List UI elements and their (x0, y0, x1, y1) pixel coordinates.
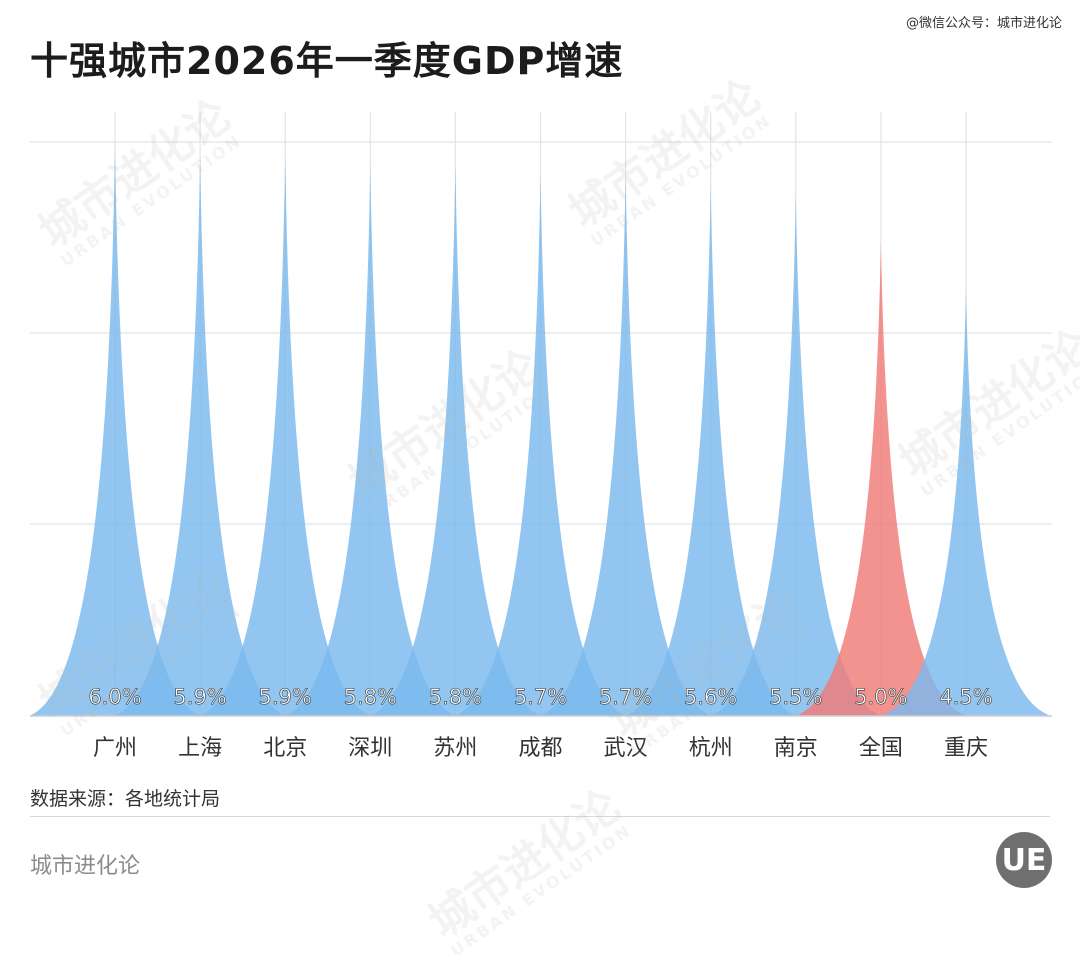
value-label: 5.6% (684, 685, 737, 709)
spike-chart: 6.0% 广州 5.9% 上海 5.9% 北京 5.8% 深圳 5.8% 苏州 5.7% 成都 5.7%… (29, 112, 1052, 761)
category-label: 南京 (774, 736, 818, 761)
value-label: 4.5% (939, 685, 992, 709)
value-label: 5.7% (599, 685, 652, 709)
value-label: 5.9% (173, 685, 226, 709)
value-label: 5.9% (259, 685, 312, 709)
brand-logo: UE (996, 832, 1052, 888)
spike-series (29, 146, 1052, 717)
spike-苏州 (369, 165, 542, 716)
value-label: 5.0% (854, 685, 907, 709)
category-label: 重庆 (944, 736, 988, 761)
spike-广州 (29, 146, 201, 716)
spike-全国 (794, 241, 967, 716)
category-label: 全国 (859, 736, 903, 761)
category-label: 上海 (178, 736, 222, 761)
spike-北京 (199, 156, 372, 717)
value-label: 5.8% (344, 685, 397, 709)
spike-成都 (454, 175, 627, 716)
credit-text: @微信公众号：城市进化论 (905, 16, 1062, 31)
data-source: 数据来源：各地统计局 (30, 788, 221, 810)
spike-上海 (114, 156, 287, 717)
category-label: 成都 (518, 736, 562, 761)
spike-武汉 (539, 175, 712, 716)
category-label: 武汉 (604, 736, 648, 761)
spike-南京 (709, 194, 882, 717)
category-label: 杭州 (689, 736, 733, 761)
category-label: 深圳 (348, 736, 392, 761)
spike-深圳 (284, 165, 457, 716)
spike-重庆 (880, 289, 1052, 716)
chart-title: 十强城市2026年一季度GDP增速 (30, 39, 624, 83)
value-label: 6.0% (88, 685, 141, 709)
footer-divider (30, 816, 1050, 817)
value-label: 5.8% (429, 685, 482, 709)
value-label: 5.7% (514, 685, 567, 709)
category-label: 苏州 (433, 736, 477, 761)
brand-name: 城市进化论 (30, 854, 141, 879)
spike-杭州 (624, 184, 797, 717)
category-label: 北京 (263, 736, 307, 761)
value-label: 5.5% (769, 685, 822, 709)
category-label: 广州 (93, 736, 137, 761)
